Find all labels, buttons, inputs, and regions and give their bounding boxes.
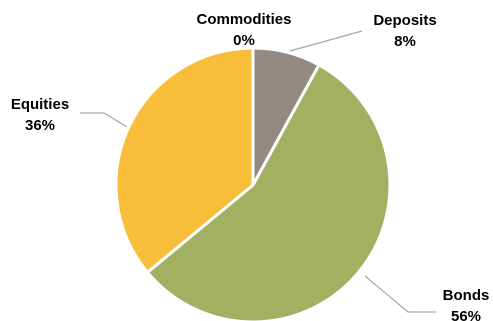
leader-line-equities xyxy=(80,112,128,128)
pie-slice-equities xyxy=(114,46,255,274)
label-deposits-value: 8% xyxy=(394,33,416,50)
pie-slice-bonds xyxy=(145,63,392,321)
label-commodities-name: Commodities xyxy=(196,11,291,28)
label-deposits-name: Deposits xyxy=(373,12,436,29)
leader-line-deposits xyxy=(289,30,363,52)
data-labels: Deposits 8% Bonds 56% Equities 36% Commo… xyxy=(11,11,490,321)
leader-line-bonds xyxy=(364,275,436,313)
label-bonds-name: Bonds xyxy=(443,287,490,304)
label-commodities-value: 0% xyxy=(233,32,255,49)
pie-slices xyxy=(114,46,392,321)
label-bonds-value: 56% xyxy=(451,308,481,321)
label-equities-value: 36% xyxy=(25,117,55,134)
label-equities-name: Equities xyxy=(11,96,69,113)
leader-lines xyxy=(80,30,436,313)
